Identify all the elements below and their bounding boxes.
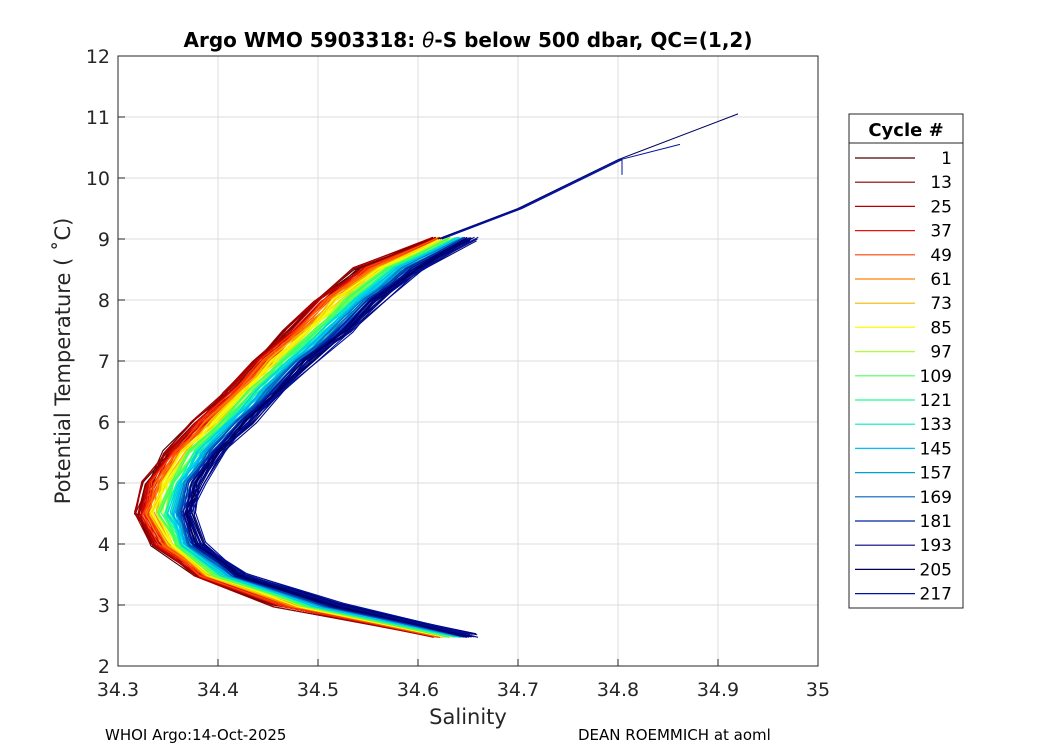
x-tick-label: 34.8 <box>597 679 639 701</box>
legend-label: 61 <box>930 270 952 290</box>
profile-line-warm-tail <box>437 113 739 240</box>
chart-title: Argo WMO 5903318: θ-S below 500 dbar, QC… <box>184 28 753 52</box>
profile-line <box>179 237 467 635</box>
legend-label: 1 <box>941 149 952 169</box>
legend-label: 37 <box>930 222 952 242</box>
footer-right: DEAN ROEMMICH at aoml <box>578 726 771 744</box>
y-tick-label: 11 <box>86 107 110 129</box>
y-tick-label: 7 <box>98 351 110 373</box>
y-tick-label: 8 <box>98 290 110 312</box>
legend-label: 85 <box>930 318 952 338</box>
x-tick-label: 34.3 <box>97 679 139 701</box>
y-tick-label: 10 <box>86 168 110 190</box>
legend-label: 205 <box>920 560 952 580</box>
legend: Cycle # 1 13 25 37 49 61 73 85 97 109 121 133 145 157… <box>848 113 964 609</box>
legend-label: 121 <box>920 391 952 411</box>
x-tick-label: 34.5 <box>297 679 339 701</box>
y-axis-ticks: 2 3 4 5 6 7 8 9 10 11 12 <box>86 46 125 678</box>
legend-label: 217 <box>920 585 952 605</box>
legend-box <box>848 113 964 609</box>
legend-label: 157 <box>920 464 952 484</box>
series-lines <box>133 113 739 638</box>
x-axis-ticks: 34.3 34.4 34.5 34.6 34.7 34.8 34.9 35 <box>97 659 830 701</box>
profile-line-warm-tail <box>441 158 623 240</box>
profile-line <box>166 236 456 635</box>
profile-line <box>177 238 463 636</box>
profile-line <box>157 236 452 635</box>
grid <box>118 56 818 666</box>
x-axis-label: Salinity <box>429 705 507 729</box>
x-tick-label: 34.6 <box>397 679 439 701</box>
profile-line-warm-tail <box>439 143 681 240</box>
footer-left: WHOI Argo:14-Oct-2025 <box>105 726 286 744</box>
legend-label: 133 <box>920 415 952 435</box>
legend-label: 145 <box>920 439 952 459</box>
y-tick-label: 9 <box>98 229 110 251</box>
legend-label: 109 <box>920 367 952 387</box>
legend-label: 13 <box>930 173 952 193</box>
y-tick-label: 3 <box>98 595 110 617</box>
profile-line <box>189 236 479 635</box>
y-tick-label: 12 <box>86 46 110 68</box>
x-tick-label: 34.7 <box>497 679 539 701</box>
y-tick-label: 4 <box>98 534 110 556</box>
x-tick-label: 34.4 <box>197 679 239 701</box>
x-tick-label: 34.9 <box>697 679 739 701</box>
y-tick-label: 6 <box>98 412 110 434</box>
x-tick-label: 35 <box>806 679 830 701</box>
legend-label: 181 <box>920 512 952 532</box>
legend-label: 49 <box>930 246 952 266</box>
y-tick-label: 5 <box>98 473 110 495</box>
y-axis-label: Potential Temperature ( ˚C) <box>51 218 75 505</box>
legend-label: 169 <box>920 488 952 508</box>
y-tick-label: 2 <box>98 656 110 678</box>
legend-label: 25 <box>930 197 952 217</box>
legend-label: 97 <box>930 343 952 363</box>
profile-line <box>194 240 479 638</box>
profile-line <box>173 236 460 635</box>
legend-title: Cycle # <box>868 120 943 141</box>
legend-label: 73 <box>930 294 952 314</box>
legend-label: 193 <box>920 536 952 556</box>
